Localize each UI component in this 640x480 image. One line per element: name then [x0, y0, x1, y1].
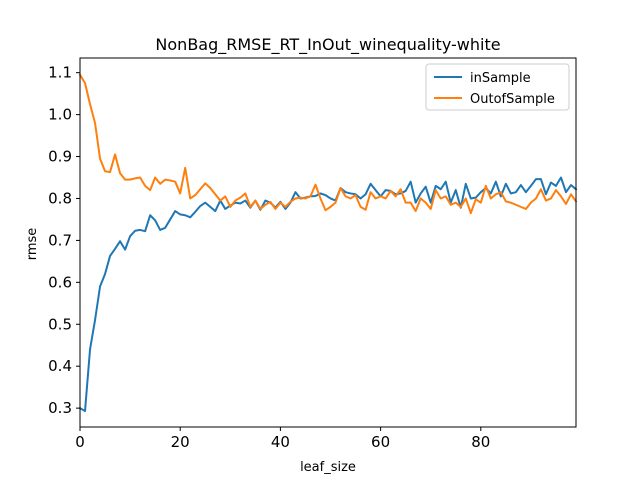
y-tick-label: 0.3 — [48, 399, 72, 417]
legend-label-insample: inSample — [470, 71, 531, 86]
legend-label-outofsample: OutofSample — [470, 92, 555, 107]
x-tick-label: 20 — [171, 433, 190, 451]
y-axis-ticks: 0.3 0.4 0.5 0.6 0.7 0.8 0.9 1.0 1.1 — [48, 64, 80, 417]
chart-title: NonBag_RMSE_RT_InOut_winequality-white — [155, 35, 500, 55]
legend: inSample OutofSample — [425, 63, 570, 111]
y-tick-label: 1.0 — [48, 106, 72, 124]
y-tick-label: 0.9 — [48, 148, 72, 166]
x-tick-label: 80 — [471, 433, 490, 451]
x-tick-label: 0 — [75, 433, 85, 451]
y-tick-label: 0.5 — [48, 315, 72, 333]
x-tick-label: 40 — [271, 433, 290, 451]
plot-area — [78, 57, 578, 428]
y-tick-label: 0.4 — [48, 357, 72, 375]
y-axis-label: rmse — [25, 228, 40, 261]
x-axis-ticks: 0 20 40 60 80 — [75, 427, 490, 451]
x-axis-label: leaf_size — [300, 460, 356, 475]
y-tick-label: 0.6 — [48, 273, 72, 291]
y-tick-label: 1.1 — [48, 64, 72, 82]
y-tick-label: 0.7 — [48, 231, 72, 249]
x-tick-label: 60 — [371, 433, 390, 451]
series-line-outofsample — [78, 73, 578, 215]
series-line-insample — [78, 176, 578, 413]
plot-frame — [79, 57, 577, 428]
y-tick-label: 0.8 — [48, 189, 72, 207]
